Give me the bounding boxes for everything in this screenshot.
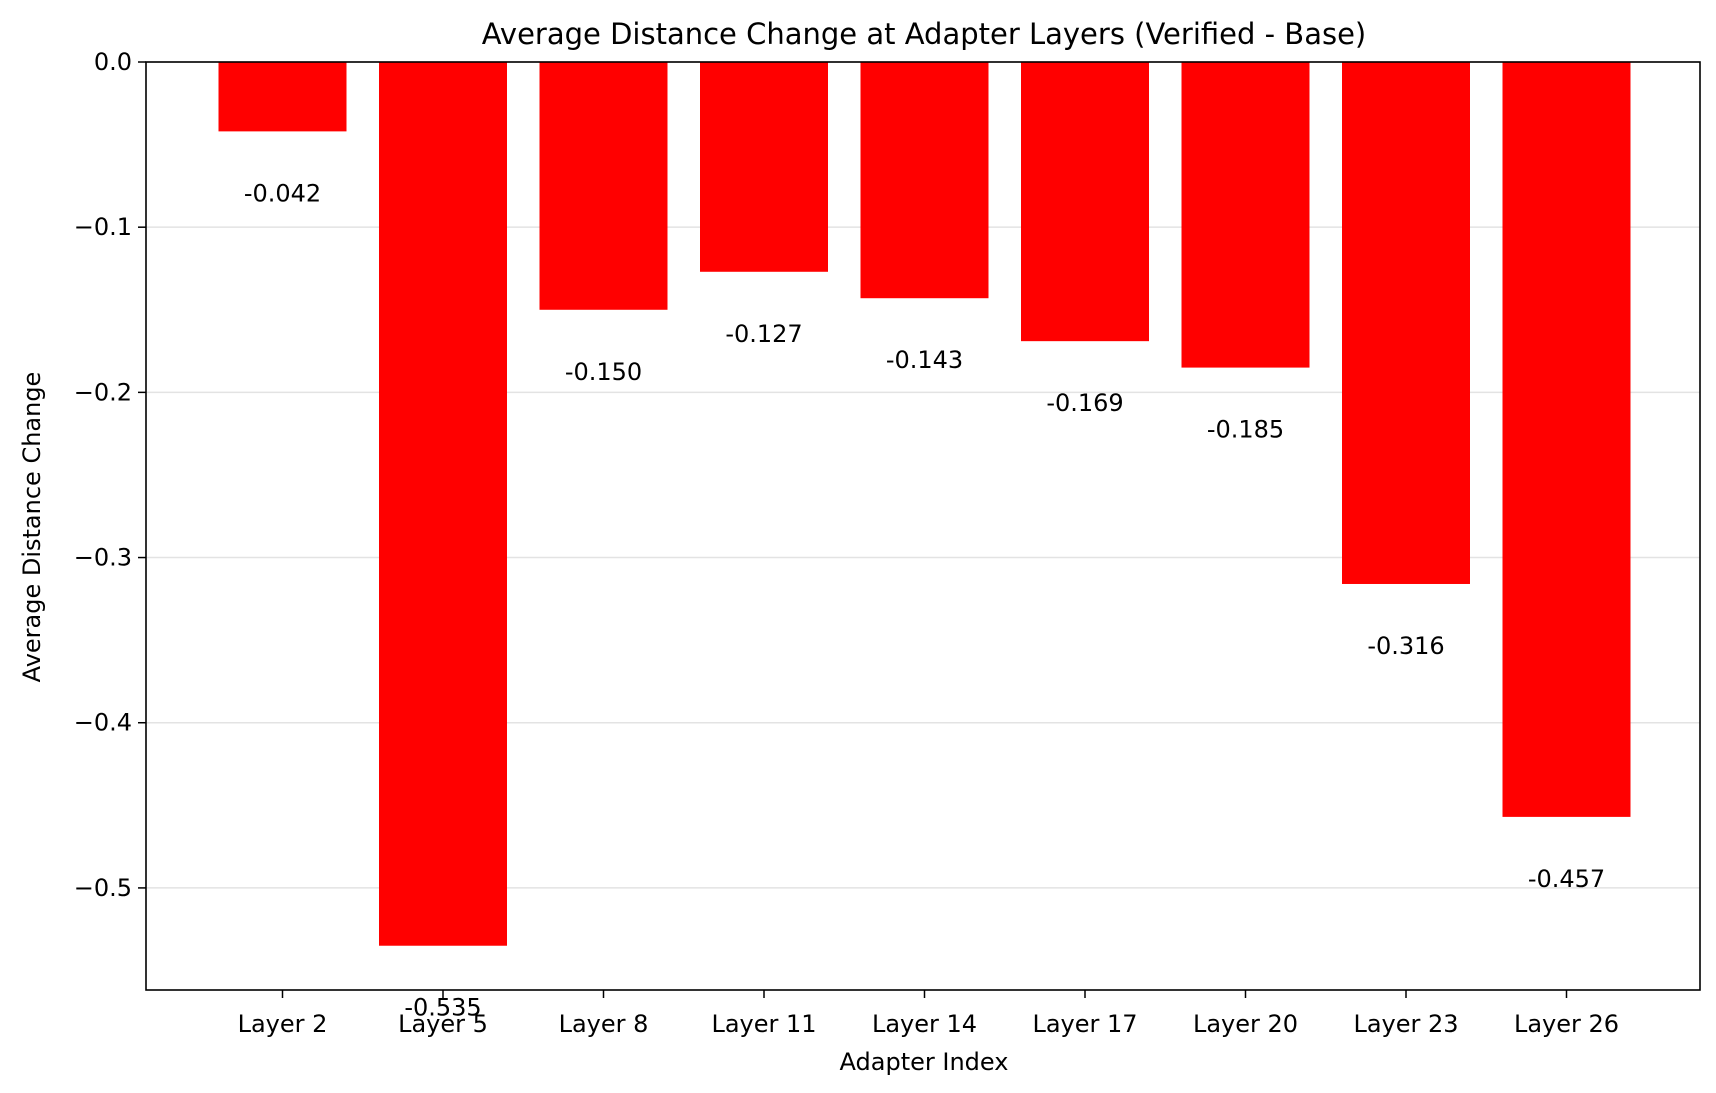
y-tick-label: −0.1 [74,213,132,241]
bar [1502,62,1631,817]
x-axis-ticks: Layer 2 Layer 5 Layer 8 Layer 11 Layer 14 Lay… [238,990,1619,1038]
bar-value-label: -0.150 [565,358,642,386]
x-tick-label: Layer 26 [1514,1010,1619,1038]
x-tick-label: Layer 14 [872,1010,977,1038]
bar-value-label: -0.143 [886,346,963,374]
data-labels: -0.042 -0.535 -0.150 -0.127 -0.143 -0.169 -0.1… [244,179,1605,1021]
bar [379,62,507,946]
plot-frame [145,61,1701,991]
bar [860,62,989,299]
bar-value-label: -0.535 [404,994,481,1022]
bar-value-label: -0.185 [1207,416,1284,444]
bar [1021,62,1149,342]
x-tick-label: Layer 5 [398,1010,488,1038]
y-tick-label: −0.3 [74,544,132,572]
bar [218,62,347,132]
bar-value-label: -0.127 [725,320,802,348]
y-tick-label: 0.0 [94,48,132,76]
bar-value-label: -0.169 [1046,389,1123,417]
bar [1181,62,1310,368]
y-tick-label: −0.2 [74,378,132,406]
x-tick-label: Layer 20 [1193,1010,1298,1038]
bar [539,62,668,310]
y-axis-ticks: 0.0 −0.1 −0.2 −0.3 −0.4 −0.5 [74,48,146,902]
y-tick-label: −0.4 [74,709,132,737]
bars [218,62,1631,946]
x-tick-label: Layer 23 [1353,1010,1458,1038]
bar [1342,62,1470,584]
x-tick-label: Layer 17 [1032,1010,1137,1038]
x-tick-label: Layer 11 [711,1010,816,1038]
x-tick-label: Layer 8 [559,1010,649,1038]
bar [700,62,828,272]
chart-title: Average Distance Change at Adapter Layer… [482,17,1366,51]
y-tick-label: −0.5 [74,874,132,902]
y-axis-label: Average Distance Change [18,372,46,683]
bar-value-label: -0.316 [1367,632,1444,660]
x-axis-label: Adapter Index [840,1048,1009,1076]
x-tick-label: Layer 2 [238,1010,328,1038]
bar-value-label: -0.457 [1528,865,1605,893]
bar-value-label: -0.042 [244,179,321,207]
